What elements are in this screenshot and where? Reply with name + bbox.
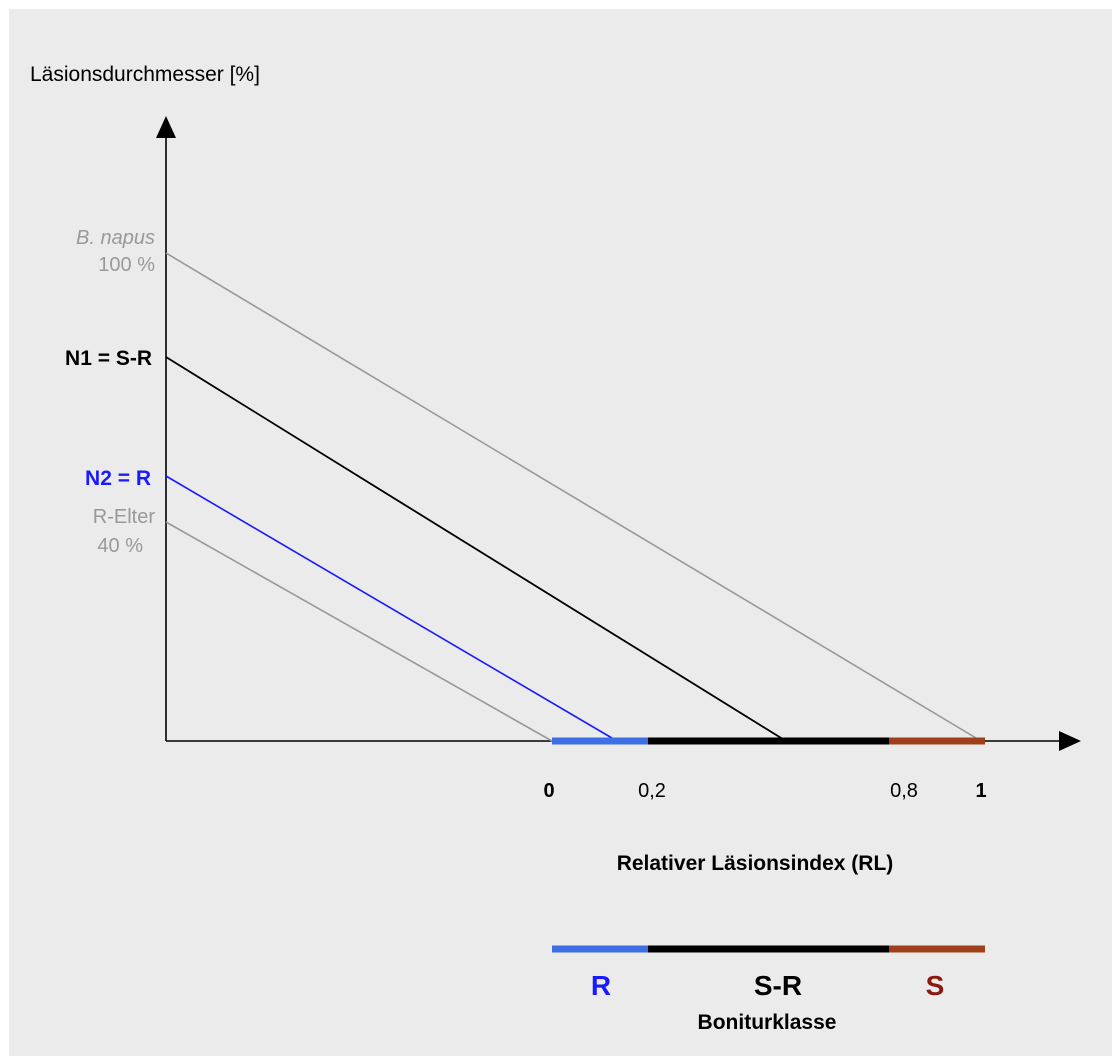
tick-label-0-8: 0,8 <box>890 780 918 802</box>
legend-label-r: R <box>591 970 611 1001</box>
diagram-background <box>9 9 1112 1056</box>
label-bnapus-value: 100 % <box>98 254 155 276</box>
label-relter-value: 40 % <box>97 535 143 557</box>
label-n1: N1 = S-R <box>65 347 152 370</box>
line-relter <box>165 521 553 742</box>
legend-label-s: S <box>926 970 945 1001</box>
y-axis-arrow-icon <box>156 116 176 138</box>
x-axis-title: Relativer Läsionsindex (RL) <box>617 852 894 875</box>
x-axis-arrow-icon <box>1059 731 1081 751</box>
y-axis-title: Läsionsdurchmesser [%] <box>30 63 260 86</box>
label-relter-name: R-Elter <box>93 506 156 528</box>
label-bnapus-name: B. napus <box>76 227 155 249</box>
line-n1 <box>165 356 787 742</box>
legend-title: Boniturklasse <box>698 1011 837 1034</box>
legend-label-sr: S-R <box>754 970 802 1001</box>
line-bnapus <box>165 252 982 742</box>
tick-label-0: 0 <box>543 780 554 802</box>
tick-label-0-2: 0,2 <box>638 780 666 802</box>
label-n2: N2 = R <box>85 467 151 490</box>
tick-label-1: 1 <box>975 780 986 802</box>
line-n2 <box>165 475 618 742</box>
